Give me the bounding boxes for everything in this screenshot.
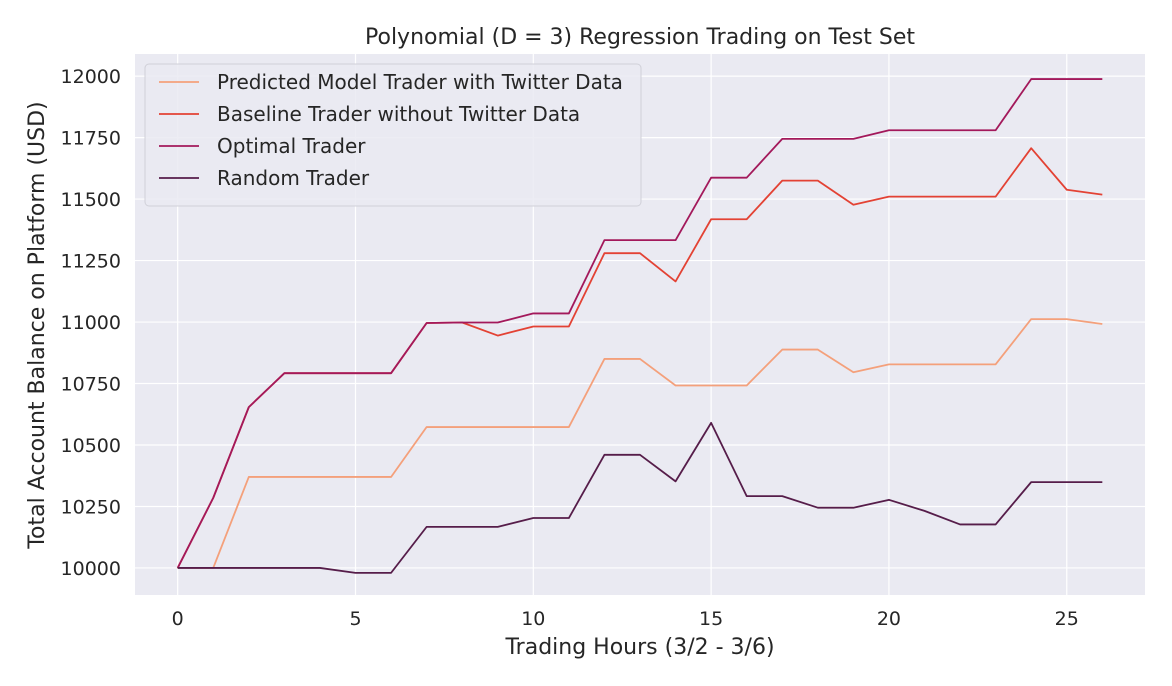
x-axis-label: Trading Hours (3/2 - 3/6) (504, 635, 774, 660)
y-tick-label: 10500 (61, 435, 121, 457)
y-tick-label: 12000 (61, 66, 121, 88)
legend: Predicted Model Trader with Twitter Data… (144, 63, 642, 207)
series-line-0 (177, 318, 1103, 569)
legend-label-1: Baseline Trader without Twitter Data (217, 102, 580, 126)
y-tick-label: 11000 (61, 312, 121, 334)
legend-box (144, 63, 642, 207)
x-tick-label: 5 (349, 608, 361, 630)
y-tick-label: 10250 (61, 496, 121, 518)
y-tick-label: 10750 (61, 374, 121, 396)
series-line-3 (177, 421, 1103, 574)
x-tick-labels: 0 5 10 15 20 25 (172, 608, 1079, 630)
x-tick-label: 25 (1055, 608, 1079, 630)
y-tick-labels: 10000 10250 10500 10750 11000 11250 11500 11750… (61, 66, 121, 580)
legend-label-2: Optimal Trader (217, 134, 366, 158)
x-tick-label: 10 (521, 608, 545, 630)
y-tick-label: 11750 (61, 128, 121, 150)
chart-title: Polynomial (D = 3) Regression Trading on… (365, 25, 915, 50)
y-tick-label: 11250 (61, 251, 121, 273)
y-tick-label: 11500 (61, 189, 121, 211)
series-lines (176, 78, 1103, 574)
y-axis-label: Total Account Balance on Platform (USD) (25, 101, 50, 549)
y-tick-label: 10000 (61, 558, 121, 580)
x-tick-label: 15 (699, 608, 723, 630)
legend-label-3: Random Trader (217, 166, 370, 190)
x-tick-label: 20 (877, 608, 901, 630)
legend-label-0: Predicted Model Trader with Twitter Data (217, 70, 623, 94)
series-line-2 (176, 78, 1103, 569)
x-tick-label: 0 (172, 608, 184, 630)
